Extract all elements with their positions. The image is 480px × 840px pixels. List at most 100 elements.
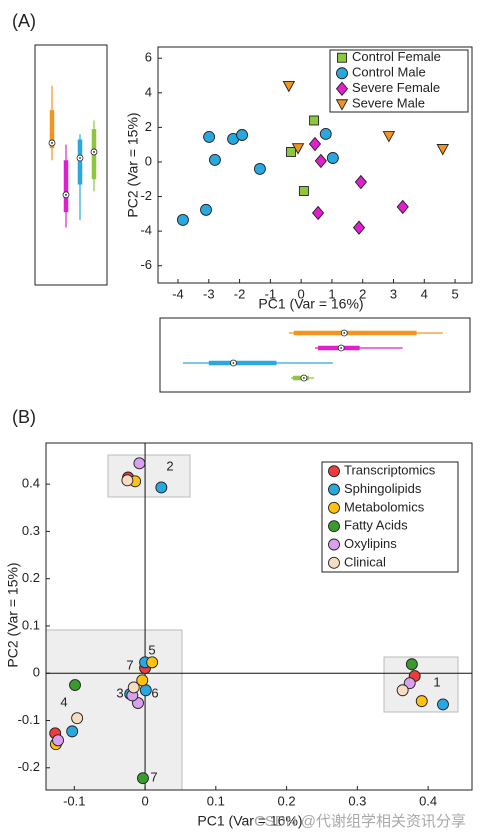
legend-marker — [336, 67, 348, 80]
x-tick-label: 1 — [328, 286, 335, 301]
point — [71, 712, 84, 725]
x-tick-label: 2 — [359, 286, 366, 301]
y-axis-label: PC2 (Var = 15%) — [125, 112, 141, 217]
panel-label: (A) — [12, 11, 36, 31]
y-tick-label: -4 — [140, 223, 152, 238]
legend-label: Clinical — [344, 554, 386, 569]
annotation: 4 — [60, 694, 67, 709]
legend-label: Fatty Acids — [344, 518, 408, 533]
median-dot — [51, 142, 53, 144]
x-tick-label: -3 — [203, 286, 215, 301]
y-tick-label: -0.1 — [18, 712, 40, 727]
median-dot — [232, 362, 235, 364]
point — [308, 136, 322, 152]
x-tick-label: -1 — [265, 286, 277, 301]
x-tick-label: 4 — [421, 286, 428, 301]
point — [311, 205, 325, 221]
annotation: 5 — [148, 642, 155, 657]
point — [309, 115, 320, 126]
y-tick-label: 0.4 — [22, 476, 40, 491]
point — [298, 186, 309, 196]
annotation: 2 — [166, 458, 173, 473]
median-dot — [93, 151, 95, 153]
point — [286, 146, 296, 157]
median-dot — [340, 347, 343, 349]
point — [282, 80, 296, 93]
point — [437, 698, 449, 711]
point — [415, 695, 428, 708]
annotation: 3 — [116, 685, 123, 700]
legend-marker — [335, 99, 349, 111]
point — [382, 131, 396, 143]
pc1-box-panel — [159, 317, 471, 393]
y-tick-label: 0 — [145, 153, 152, 168]
panel-label: (B) — [12, 407, 36, 427]
median-dot — [343, 332, 346, 334]
x-tick-label: 0.2 — [278, 793, 296, 808]
median-dot — [65, 193, 67, 196]
legend-label: Sphingolipids — [344, 481, 422, 496]
watermark: CSDN @代谢组学相关资讯分享 — [254, 813, 466, 830]
point — [436, 144, 450, 156]
point — [200, 203, 212, 216]
legend-label: Control Male — [352, 65, 426, 80]
y-tick-label: 4 — [145, 84, 152, 99]
point — [136, 772, 149, 785]
y-tick-label: 0.2 — [22, 570, 40, 585]
annotation: 7 — [126, 657, 133, 672]
y-tick-label: 0.1 — [22, 617, 40, 632]
point — [155, 481, 168, 494]
x-tick-label: -0.1 — [63, 793, 85, 808]
legend-label: Oxylipins — [344, 536, 397, 551]
point — [52, 734, 64, 747]
legend-marker — [328, 501, 340, 514]
legend-label: Severe Female — [352, 80, 440, 95]
legend-label: Control Female — [352, 49, 441, 64]
legend-label: Metabolomics — [344, 499, 425, 514]
x-tick-label: -4 — [172, 286, 184, 301]
x-tick-label: 0.3 — [348, 793, 366, 808]
point — [396, 199, 409, 215]
x-axis-label: PC1 (Var = 16%) — [197, 813, 302, 829]
x-tick-label: -2 — [234, 286, 246, 301]
point — [354, 174, 367, 190]
point — [127, 681, 140, 694]
pc2-box-panel — [34, 44, 108, 286]
legend-marker — [328, 465, 340, 478]
point — [203, 130, 216, 143]
point — [121, 474, 134, 487]
legend-marker — [328, 556, 340, 569]
x-tick-label: 5 — [451, 286, 458, 301]
point — [133, 457, 146, 470]
plot-frame — [45, 442, 473, 791]
y-axis-label: PC2 (Var = 15%) — [5, 562, 21, 667]
x-tick-label: 0.1 — [207, 793, 225, 808]
y-tick-label: 6 — [145, 50, 152, 65]
legend-marker — [328, 483, 340, 496]
point — [319, 128, 332, 140]
legend-label: Severe Male — [352, 96, 425, 111]
y-tick-label: 2 — [145, 119, 152, 134]
median-dot — [79, 157, 81, 159]
point — [396, 684, 409, 697]
point — [236, 129, 248, 141]
legend-label: Transcriptomics — [344, 463, 436, 478]
legend-marker — [328, 520, 340, 533]
legend-box — [321, 461, 459, 573]
x-axis-label: PC1 (Var = 16%) — [258, 296, 363, 312]
y-tick-label: -6 — [140, 257, 152, 272]
point — [176, 213, 189, 226]
cluster-box — [107, 454, 191, 498]
y-tick-label: -2 — [140, 188, 152, 203]
annotation: 1 — [433, 674, 440, 689]
point — [352, 220, 366, 235]
point — [326, 152, 339, 164]
point — [314, 153, 327, 169]
point — [209, 153, 221, 166]
legend-marker — [335, 81, 349, 96]
legend-marker — [337, 52, 347, 63]
annotation: 7 — [150, 769, 157, 784]
point — [139, 684, 152, 697]
legend-box — [329, 49, 469, 113]
